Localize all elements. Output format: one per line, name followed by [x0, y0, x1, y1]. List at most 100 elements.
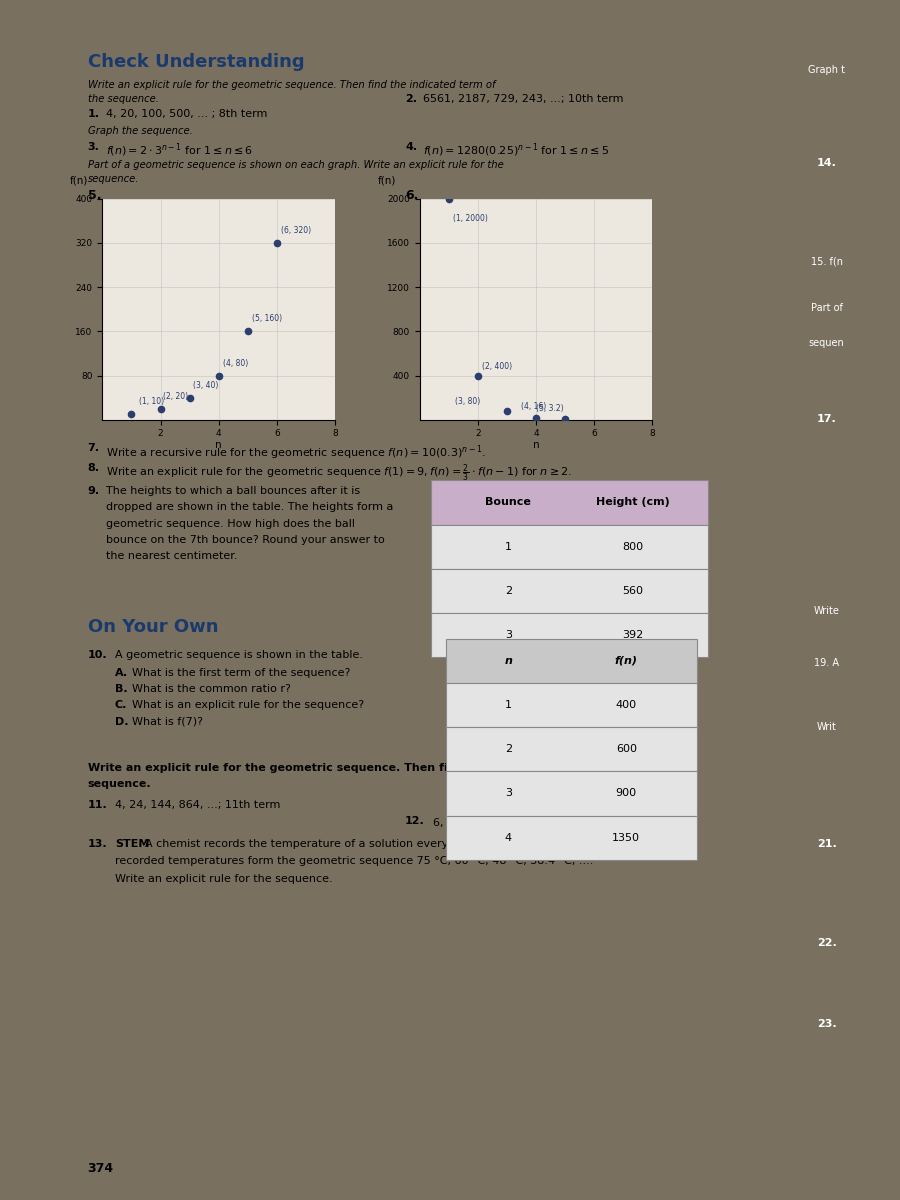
Text: Height (cm): Height (cm)	[596, 498, 670, 508]
Text: 900: 900	[616, 788, 637, 798]
Text: 392: 392	[622, 630, 644, 640]
Text: Write an explicit rule for the geometric sequence. Then find the indicated term : Write an explicit rule for the geometric…	[87, 763, 625, 773]
FancyBboxPatch shape	[446, 683, 697, 727]
Text: 13.: 13.	[87, 839, 107, 848]
Text: f(n): f(n)	[378, 175, 396, 185]
Text: What is the common ratio r?: What is the common ratio r?	[132, 684, 291, 694]
Text: Write an explicit rule for the geometric sequence. Then find the indicated term : Write an explicit rule for the geometric…	[87, 80, 495, 90]
X-axis label: n: n	[533, 440, 539, 450]
Text: Write: Write	[814, 606, 840, 616]
Text: Write an explicit rule for the geometric sequence $f(1) = 9, f(n) = \frac{2}{3} : Write an explicit rule for the geometric…	[106, 463, 572, 485]
Text: sequence.: sequence.	[87, 780, 151, 790]
Text: On Your Own: On Your Own	[87, 618, 218, 636]
Text: 4, 24, 144, 864, ...; 11th term: 4, 24, 144, 864, ...; 11th term	[115, 800, 280, 810]
Text: (4, 80): (4, 80)	[223, 359, 248, 367]
Text: 10.: 10.	[87, 650, 107, 660]
Text: 600: 600	[616, 744, 637, 754]
Text: n: n	[504, 655, 512, 666]
Text: recorded temperatures form the geometric sequence 75 °C, 60 °C, 48 °C, 38.4 °C, : recorded temperatures form the geometric…	[115, 857, 597, 866]
Text: (5, 3.2): (5, 3.2)	[536, 403, 563, 413]
Text: 374: 374	[87, 1163, 113, 1175]
Text: 3.: 3.	[87, 142, 100, 151]
Text: 4.: 4.	[405, 142, 417, 151]
Text: B.: B.	[115, 684, 128, 694]
Text: 3: 3	[505, 788, 512, 798]
Text: Part of a geometric sequence is shown on each graph. Write an explicit rule for : Part of a geometric sequence is shown on…	[87, 160, 503, 170]
Text: 15. f(n: 15. f(n	[811, 257, 842, 266]
Text: 4, 20, 100, 500, ... ; 8th term: 4, 20, 100, 500, ... ; 8th term	[106, 109, 267, 119]
X-axis label: n: n	[215, 440, 222, 450]
Text: A geometric sequence is shown in the table.: A geometric sequence is shown in the tab…	[115, 650, 363, 660]
Text: 2.: 2.	[405, 94, 417, 104]
Text: (5, 160): (5, 160)	[252, 314, 283, 323]
Text: 21.: 21.	[817, 839, 836, 848]
Text: 2: 2	[505, 744, 512, 754]
Text: 17.: 17.	[817, 414, 836, 424]
Text: 800: 800	[622, 541, 644, 552]
Text: 6561, 2187, 729, 243, ...; 10th term: 6561, 2187, 729, 243, ...; 10th term	[423, 94, 624, 104]
Text: geometric sequence. How high does the ball: geometric sequence. How high does the ba…	[106, 518, 356, 529]
Text: 400: 400	[616, 700, 637, 710]
Text: Write a recursive rule for the geometric sequence $f(n) = 10(0.3)^{n-1}$.: Write a recursive rule for the geometric…	[106, 443, 486, 462]
Text: 22.: 22.	[817, 937, 836, 948]
Text: f(n): f(n)	[70, 175, 88, 185]
Text: What is an explicit rule for the sequence?: What is an explicit rule for the sequenc…	[132, 701, 364, 710]
Text: C.: C.	[115, 701, 127, 710]
Text: dropped are shown in the table. The heights form a: dropped are shown in the table. The heig…	[106, 503, 393, 512]
Text: 1: 1	[505, 541, 512, 552]
Text: 1350: 1350	[612, 833, 640, 842]
Text: bounce on the 7th bounce? Round your answer to: bounce on the 7th bounce? Round your ans…	[106, 535, 385, 545]
Text: the sequence.: the sequence.	[87, 94, 158, 104]
Text: sequen: sequen	[809, 338, 844, 348]
FancyBboxPatch shape	[431, 613, 707, 658]
Text: 9.: 9.	[87, 486, 100, 496]
Text: D.: D.	[115, 716, 129, 726]
Text: Graph t: Graph t	[808, 65, 845, 74]
Text: 6.: 6.	[405, 190, 418, 203]
Text: What is the first term of the sequence?: What is the first term of the sequence?	[132, 667, 350, 678]
Text: What is f(7)?: What is f(7)?	[132, 716, 202, 726]
Text: 1.: 1.	[87, 109, 100, 119]
FancyBboxPatch shape	[446, 816, 697, 859]
Text: (3, 40): (3, 40)	[193, 380, 218, 390]
FancyBboxPatch shape	[431, 524, 707, 569]
Text: Graph the sequence.: Graph the sequence.	[87, 126, 193, 137]
Text: 11.: 11.	[87, 800, 107, 810]
Text: $f(n) = 1280(0.25)^{n-1}$ for $1 \leq n \leq 5$: $f(n) = 1280(0.25)^{n-1}$ for $1 \leq n …	[423, 142, 609, 160]
Text: Write an explicit rule for the sequence.: Write an explicit rule for the sequence.	[115, 874, 333, 883]
Text: Writ: Writ	[816, 722, 837, 732]
Text: The heights to which a ball bounces after it is: The heights to which a ball bounces afte…	[106, 486, 360, 496]
Text: (4, 16): (4, 16)	[521, 402, 546, 412]
FancyBboxPatch shape	[431, 569, 707, 613]
Text: sequence.: sequence.	[87, 174, 139, 184]
Text: Check Understanding: Check Understanding	[87, 53, 304, 71]
FancyBboxPatch shape	[446, 772, 697, 816]
Text: 2: 2	[505, 586, 512, 596]
Text: Part of: Part of	[811, 304, 842, 313]
Text: 7.: 7.	[87, 443, 100, 454]
Text: (1, 10): (1, 10)	[139, 397, 164, 407]
Text: 5.: 5.	[87, 190, 101, 203]
Text: (6, 320): (6, 320)	[281, 226, 311, 235]
Text: Bounce: Bounce	[485, 498, 531, 508]
Text: 6, $-$12, 24, $-$48, ...; 12th term: 6, $-$12, 24, $-$48, ...; 12th term	[432, 816, 604, 828]
Text: (3, 80): (3, 80)	[454, 397, 480, 407]
Text: (2, 20): (2, 20)	[164, 391, 189, 401]
Text: 19. A: 19. A	[814, 659, 839, 668]
Text: 3: 3	[505, 630, 512, 640]
Text: 14.: 14.	[816, 158, 837, 168]
Text: 560: 560	[623, 586, 644, 596]
Text: $f(n) = 2 \cdot 3^{n-1}$ for $1 \leq n \leq 6$: $f(n) = 2 \cdot 3^{n-1}$ for $1 \leq n \…	[106, 142, 254, 160]
Text: the nearest centimeter.: the nearest centimeter.	[106, 551, 238, 562]
Text: A chemist records the temperature of a solution every 5 minutes as it cools. The: A chemist records the temperature of a s…	[145, 839, 595, 848]
Text: 8.: 8.	[87, 463, 100, 473]
Text: A.: A.	[115, 667, 128, 678]
FancyBboxPatch shape	[446, 727, 697, 772]
FancyBboxPatch shape	[446, 638, 697, 683]
Text: STEM: STEM	[115, 839, 149, 848]
Text: 12.: 12.	[405, 816, 425, 826]
Text: 1: 1	[505, 700, 512, 710]
Text: f(n): f(n)	[615, 655, 638, 666]
Text: (2, 400): (2, 400)	[482, 362, 512, 371]
Text: (1, 2000): (1, 2000)	[454, 214, 488, 223]
